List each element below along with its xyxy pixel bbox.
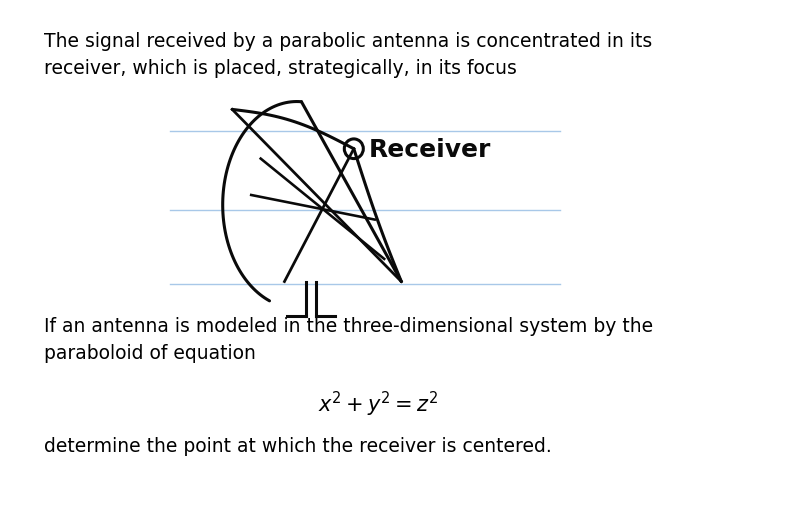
Text: If an antenna is modeled in the three-dimensional system by the
paraboloid of eq: If an antenna is modeled in the three-di… — [44, 317, 653, 362]
Text: The signal received by a parabolic antenna is concentrated in its
receiver, whic: The signal received by a parabolic anten… — [44, 32, 652, 78]
Text: $x^2 + y^2 = z^2$: $x^2 + y^2 = z^2$ — [318, 389, 439, 418]
Text: determine the point at which the receiver is centered.: determine the point at which the receive… — [44, 436, 552, 455]
Text: Receiver: Receiver — [369, 137, 492, 161]
